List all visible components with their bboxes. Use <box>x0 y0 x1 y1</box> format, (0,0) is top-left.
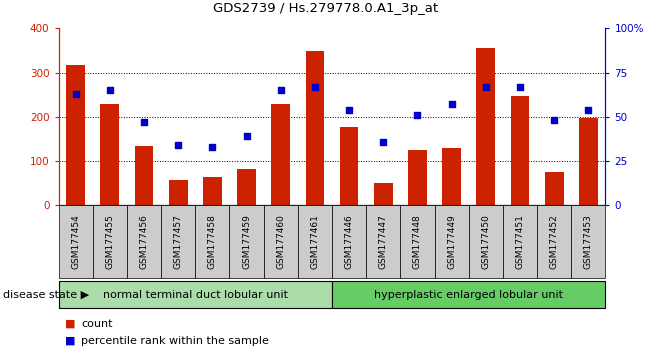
Point <box>447 102 457 107</box>
Bar <box>510 96 529 205</box>
Text: GSM177446: GSM177446 <box>344 214 353 269</box>
Bar <box>271 104 290 205</box>
Point <box>310 84 320 90</box>
Point <box>242 133 252 139</box>
Text: GSM177451: GSM177451 <box>516 214 525 269</box>
Point <box>549 118 559 123</box>
Point <box>480 84 491 90</box>
Point <box>275 87 286 93</box>
Text: disease state ▶: disease state ▶ <box>3 290 89 300</box>
Bar <box>442 148 461 205</box>
Text: GSM177454: GSM177454 <box>71 214 80 269</box>
Text: GSM177460: GSM177460 <box>276 214 285 269</box>
Text: GSM177447: GSM177447 <box>379 214 388 269</box>
Text: GSM177458: GSM177458 <box>208 214 217 269</box>
Text: GSM177461: GSM177461 <box>311 214 320 269</box>
Text: GSM177448: GSM177448 <box>413 214 422 269</box>
Text: GSM177456: GSM177456 <box>139 214 148 269</box>
Bar <box>203 177 222 205</box>
Text: ■: ■ <box>65 336 76 346</box>
Text: GSM177455: GSM177455 <box>105 214 115 269</box>
Bar <box>100 104 119 205</box>
Point <box>207 144 217 150</box>
Point <box>412 112 422 118</box>
Text: GSM177449: GSM177449 <box>447 214 456 269</box>
Bar <box>408 150 427 205</box>
Text: GSM177453: GSM177453 <box>584 214 593 269</box>
Bar <box>169 180 187 205</box>
Text: ■: ■ <box>65 319 76 329</box>
Point <box>105 87 115 93</box>
Text: GDS2739 / Hs.279778.0.A1_3p_at: GDS2739 / Hs.279778.0.A1_3p_at <box>213 2 438 15</box>
Text: GSM177450: GSM177450 <box>481 214 490 269</box>
Bar <box>237 169 256 205</box>
Text: count: count <box>81 319 113 329</box>
Point <box>139 119 149 125</box>
Text: hyperplastic enlarged lobular unit: hyperplastic enlarged lobular unit <box>374 290 563 300</box>
Point <box>378 139 389 144</box>
Text: GSM177452: GSM177452 <box>549 214 559 269</box>
Text: GSM177459: GSM177459 <box>242 214 251 269</box>
Point <box>344 107 354 113</box>
Point <box>583 107 594 113</box>
Point <box>173 142 184 148</box>
Bar <box>340 127 359 205</box>
Bar <box>477 48 495 205</box>
Point <box>70 91 81 97</box>
Text: normal terminal duct lobular unit: normal terminal duct lobular unit <box>103 290 288 300</box>
Text: percentile rank within the sample: percentile rank within the sample <box>81 336 270 346</box>
Bar <box>374 183 393 205</box>
Bar <box>305 51 324 205</box>
Bar <box>135 145 154 205</box>
Bar <box>545 172 564 205</box>
Bar <box>66 65 85 205</box>
Bar <box>579 118 598 205</box>
Point <box>515 84 525 90</box>
Text: GSM177457: GSM177457 <box>174 214 183 269</box>
